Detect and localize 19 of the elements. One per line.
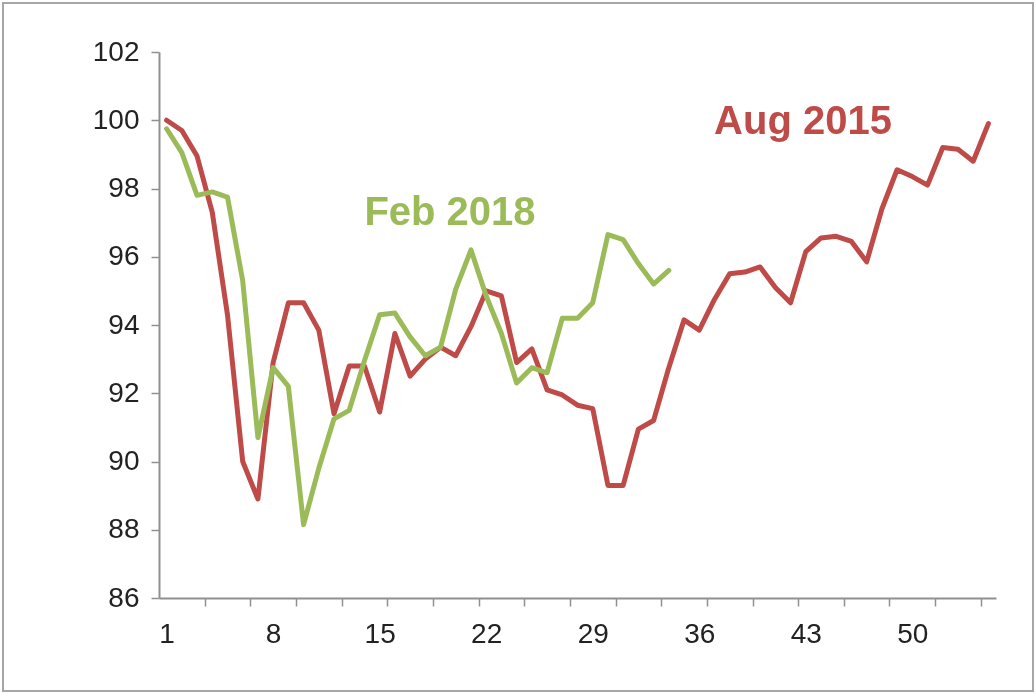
x-tick-label: 8 [265,617,282,649]
series-label: Aug 2015 [714,98,892,142]
x-tick-label: 1 [159,617,175,649]
x-tick-label: 29 [577,617,609,649]
x-tick-label: 15 [364,617,396,649]
y-tick-label: 88 [108,513,140,545]
y-tick-label: 92 [108,376,140,408]
x-tick-label: 50 [897,617,929,649]
x-tick-label: 43 [790,617,822,649]
y-tick-label: 86 [108,581,140,613]
series-label: Feb 2018 [364,189,536,233]
y-tick-label: 96 [108,240,140,272]
y-tick-label: 102 [92,35,140,67]
y-tick-label: 98 [108,172,140,203]
x-tick-label: 36 [684,617,716,649]
x-tick-label: 22 [471,617,503,649]
y-tick-label: 100 [92,103,140,135]
y-tick-label: 94 [108,308,140,340]
y-tick-label: 90 [108,445,140,476]
